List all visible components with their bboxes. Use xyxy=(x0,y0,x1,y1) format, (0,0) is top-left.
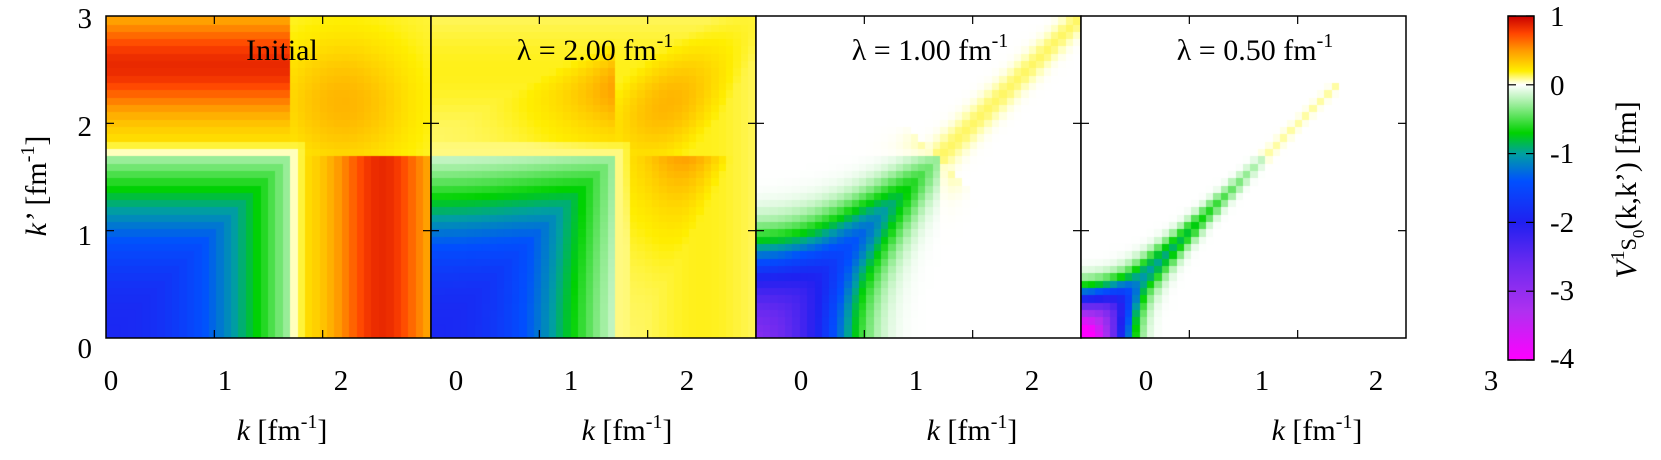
x-axis-label: k [fm-1] xyxy=(927,411,1018,447)
x-tick-label: 1 xyxy=(218,365,233,397)
panel-title-lambda-2: λ = 2.00 fm-1 xyxy=(517,30,673,67)
x-tick-label: 0 xyxy=(794,365,809,397)
colorbar-tick-label: -1 xyxy=(1550,138,1574,170)
colorbar-tick-label: 1 xyxy=(1550,1,1565,33)
colorbar-label: V1S0(k,k’) [fm] xyxy=(1607,101,1648,278)
heatmap-canvas xyxy=(1081,16,1406,338)
y-tick-label: 0 xyxy=(78,333,93,365)
x-tick-label: 2 xyxy=(1025,365,1040,397)
x-tick-label: 2 xyxy=(1369,365,1384,397)
x-tick-labels: 0 1 2 0 1 2 0 1 2 0 1 2 3 xyxy=(104,365,1499,397)
x-tick-label: 2 xyxy=(334,365,349,397)
x-tick-label: 0 xyxy=(104,365,119,397)
heatmap-panels xyxy=(105,15,1407,339)
heatmap-canvas xyxy=(756,16,1081,338)
x-axis-label: k [fm-1] xyxy=(582,411,673,447)
x-tick-label: 0 xyxy=(1139,365,1154,397)
x-tick-label: 0 xyxy=(449,365,464,397)
colorbar-tick-label: -3 xyxy=(1550,275,1574,307)
x-axis-label: k [fm-1] xyxy=(237,411,328,447)
panel-title-lambda-05: λ = 0.50 fm-1 xyxy=(1177,30,1333,67)
colorbar xyxy=(1507,15,1535,361)
x-tick-label: 1 xyxy=(564,365,579,397)
heatmap-canvas xyxy=(106,16,431,338)
y-tick-label: 2 xyxy=(78,111,93,143)
panel-title-lambda-1: λ = 1.00 fm-1 xyxy=(852,30,1008,67)
colorbar-tick-label: 0 xyxy=(1550,70,1565,102)
colorbar-tick-label: -2 xyxy=(1550,207,1574,239)
panel-frame xyxy=(1080,15,1407,339)
heatmap-panel-3 xyxy=(1081,16,1406,338)
panel-title-initial: Initial xyxy=(246,34,318,67)
heatmap-canvas xyxy=(431,16,756,338)
heatmap-panel-0 xyxy=(106,16,431,338)
colorbar-tick-labels: 1 0 -1 -2 -3 -4 xyxy=(1550,1,1575,375)
x-tick-label: 1 xyxy=(909,365,924,397)
x-tick-label: 1 xyxy=(1255,365,1270,397)
y-tick-label: 3 xyxy=(78,3,93,35)
y-axis-label: k’ [fm-1] xyxy=(17,136,53,237)
y-tick-labels: 0 1 2 3 xyxy=(78,3,93,365)
colorbar-tick-label: -4 xyxy=(1550,343,1575,375)
y-tick-label: 1 xyxy=(78,220,93,252)
heatmap-panel-1 xyxy=(431,16,756,338)
colorbar-ticks xyxy=(1508,15,1534,361)
x-axis-labels: k [fm-1] k [fm-1] k [fm-1] k [fm-1] xyxy=(237,411,1363,447)
heatmap-panel-2 xyxy=(756,16,1081,338)
x-tick-label: 3 xyxy=(1484,365,1499,397)
x-tick-label: 2 xyxy=(680,365,695,397)
x-axis-label: k [fm-1] xyxy=(1272,411,1363,447)
